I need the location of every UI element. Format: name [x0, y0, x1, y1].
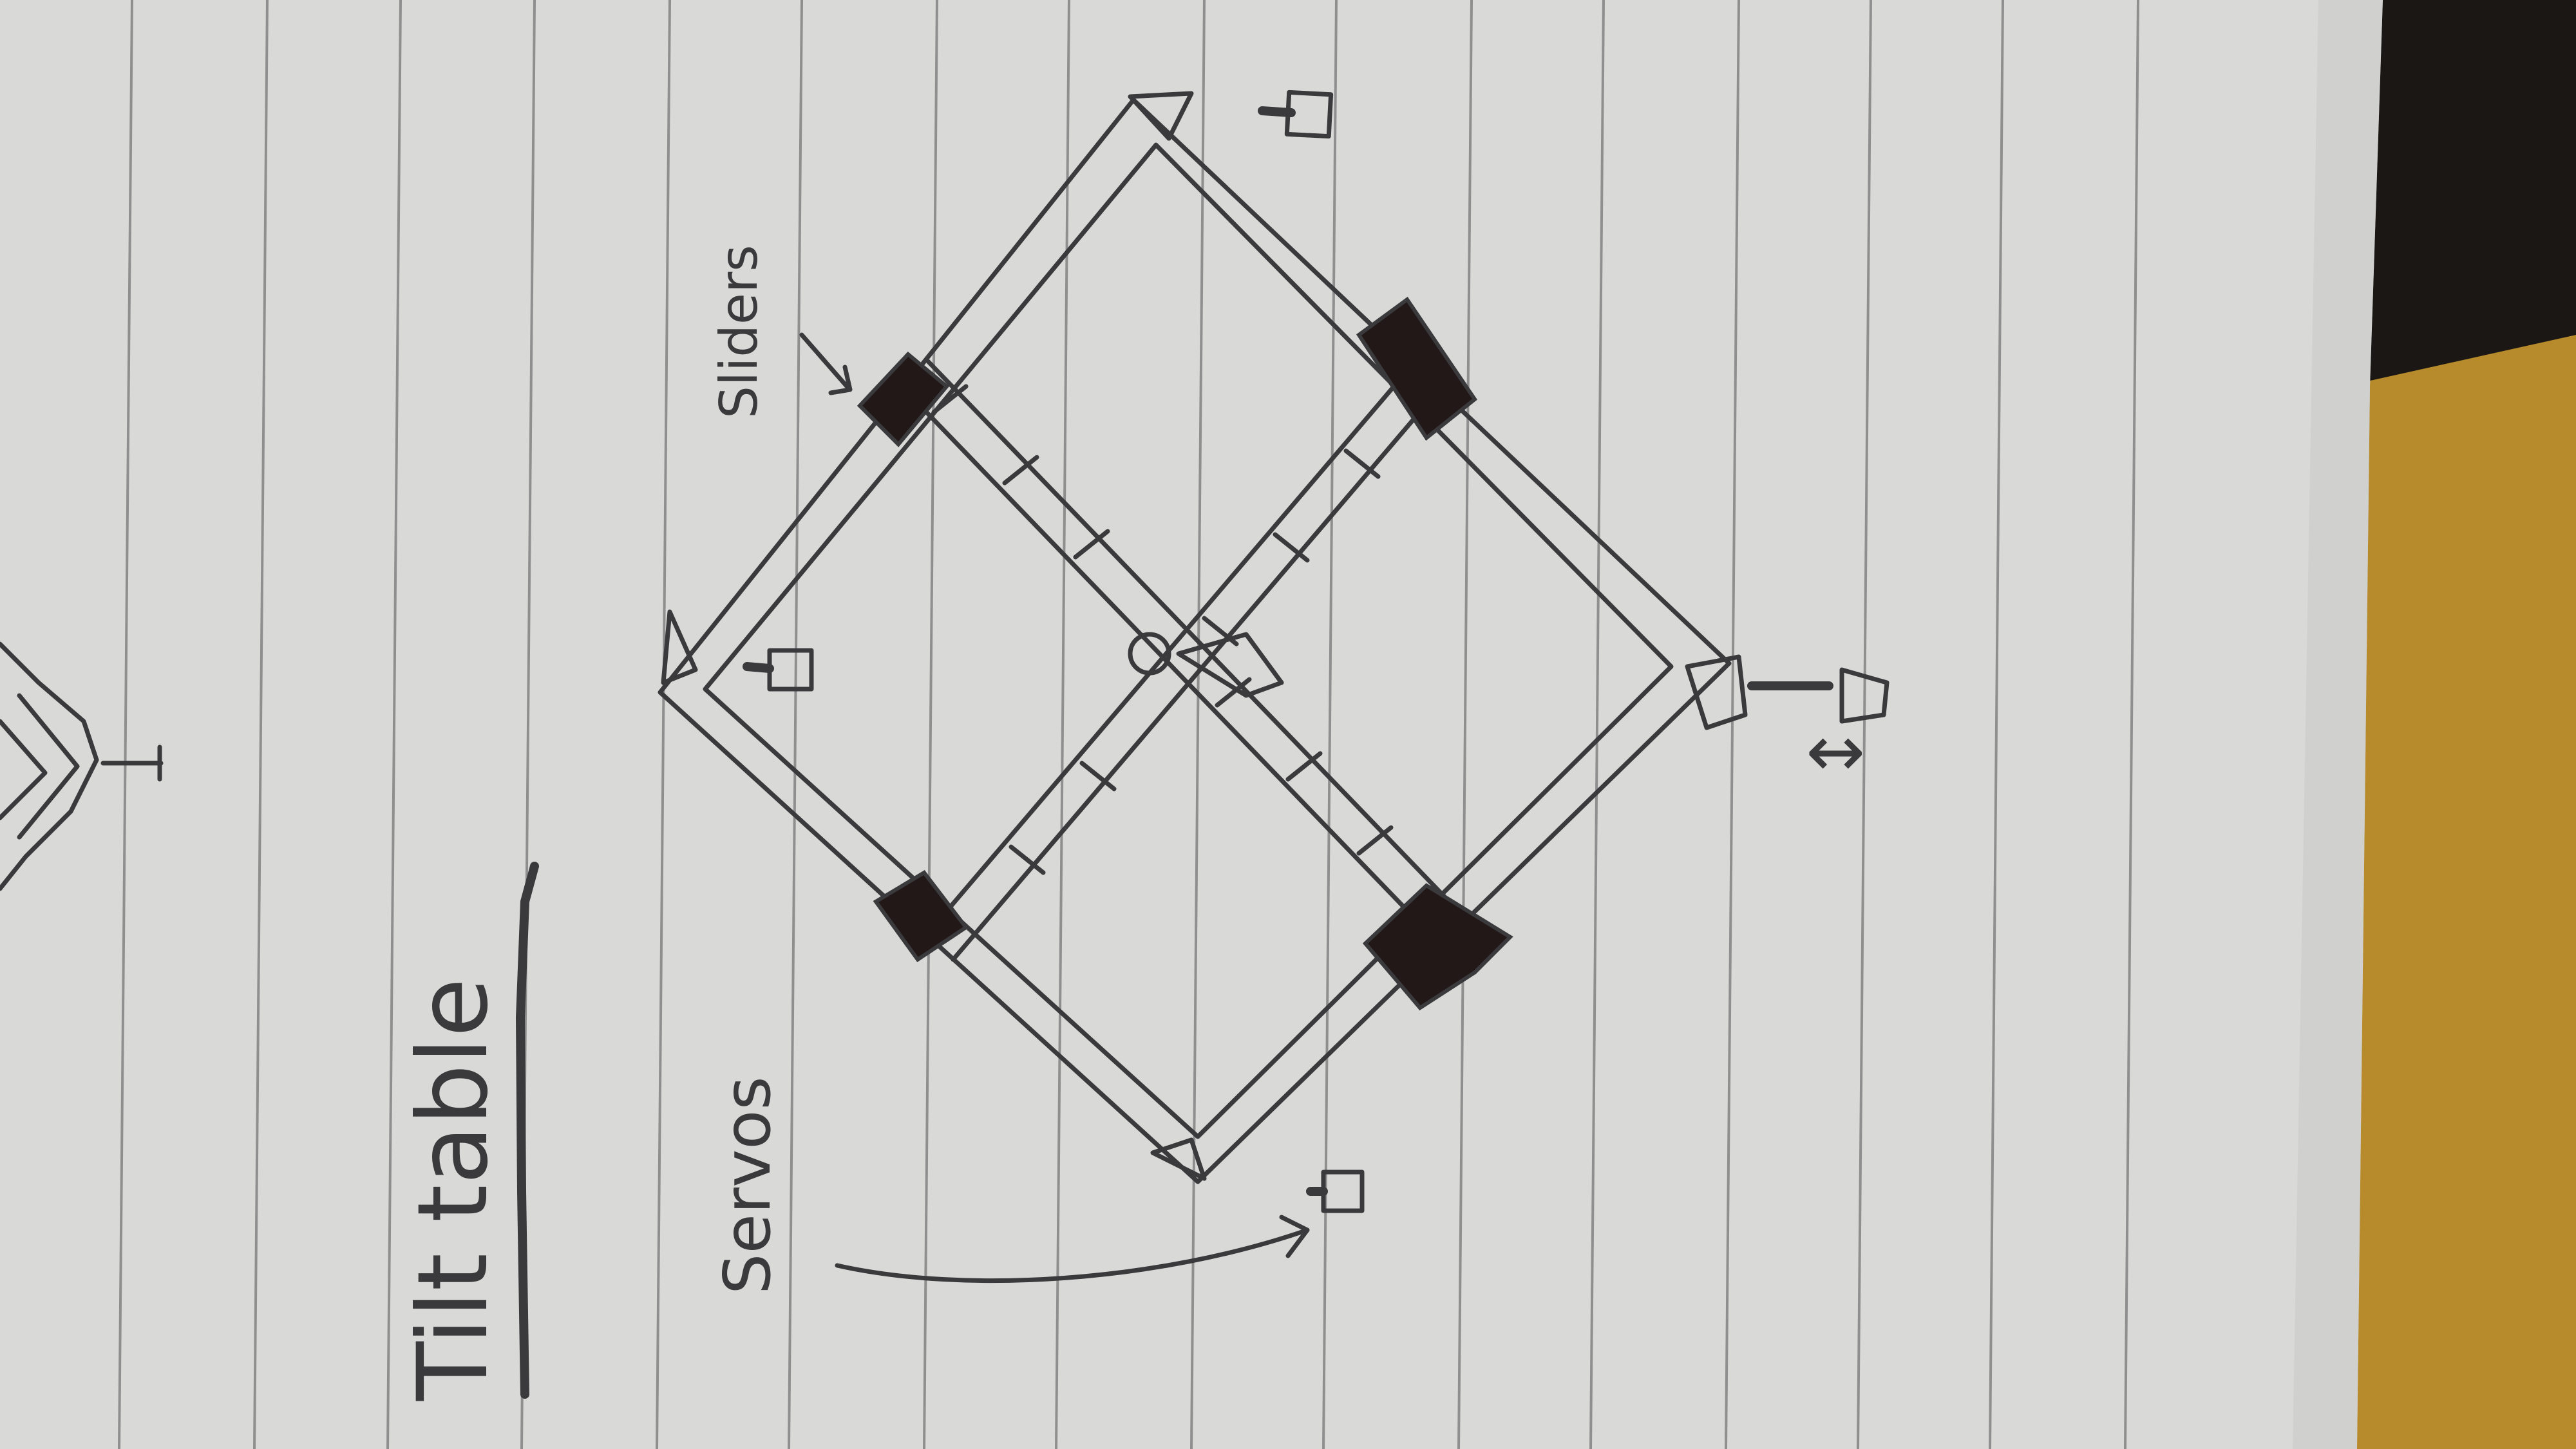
inner-frame — [703, 142, 1674, 1139]
servos-pointer-arrow — [835, 1215, 1310, 1283]
partial-sketch-left — [0, 641, 164, 891]
wooden-desk — [2318, 335, 2576, 1449]
servo-top — [1258, 90, 1334, 139]
slider-bottom-right — [1362, 883, 1513, 1010]
title-underline — [515, 862, 539, 1399]
label-sliders: Sliders — [709, 245, 769, 419]
slider-top-left — [857, 351, 950, 448]
servo-bottom — [1306, 1170, 1365, 1213]
motion-arrow-icon: ↕ — [1795, 724, 1878, 783]
slider-top-right — [1356, 296, 1478, 441]
slider-bottom-left — [873, 870, 969, 963]
corner-top — [1128, 91, 1194, 141]
corner-right — [1685, 654, 1748, 730]
notebook-page — [0, 0, 2383, 1449]
servo-left — [743, 648, 814, 692]
corner-bottom — [1150, 1137, 1207, 1181]
pivot-mark — [1176, 632, 1284, 698]
label-servos: Servos — [710, 1076, 785, 1294]
corner-left — [661, 609, 698, 685]
sketch-title: Tilt table — [397, 978, 509, 1401]
center-joint — [1128, 632, 1171, 676]
tilt-table-sketch — [658, 90, 1889, 1213]
outer-frame — [658, 97, 1732, 1184]
page-edge-shadow — [2293, 0, 2383, 1449]
sliders-pointer-arrow — [799, 332, 853, 395]
servo-right — [1747, 667, 1889, 724]
